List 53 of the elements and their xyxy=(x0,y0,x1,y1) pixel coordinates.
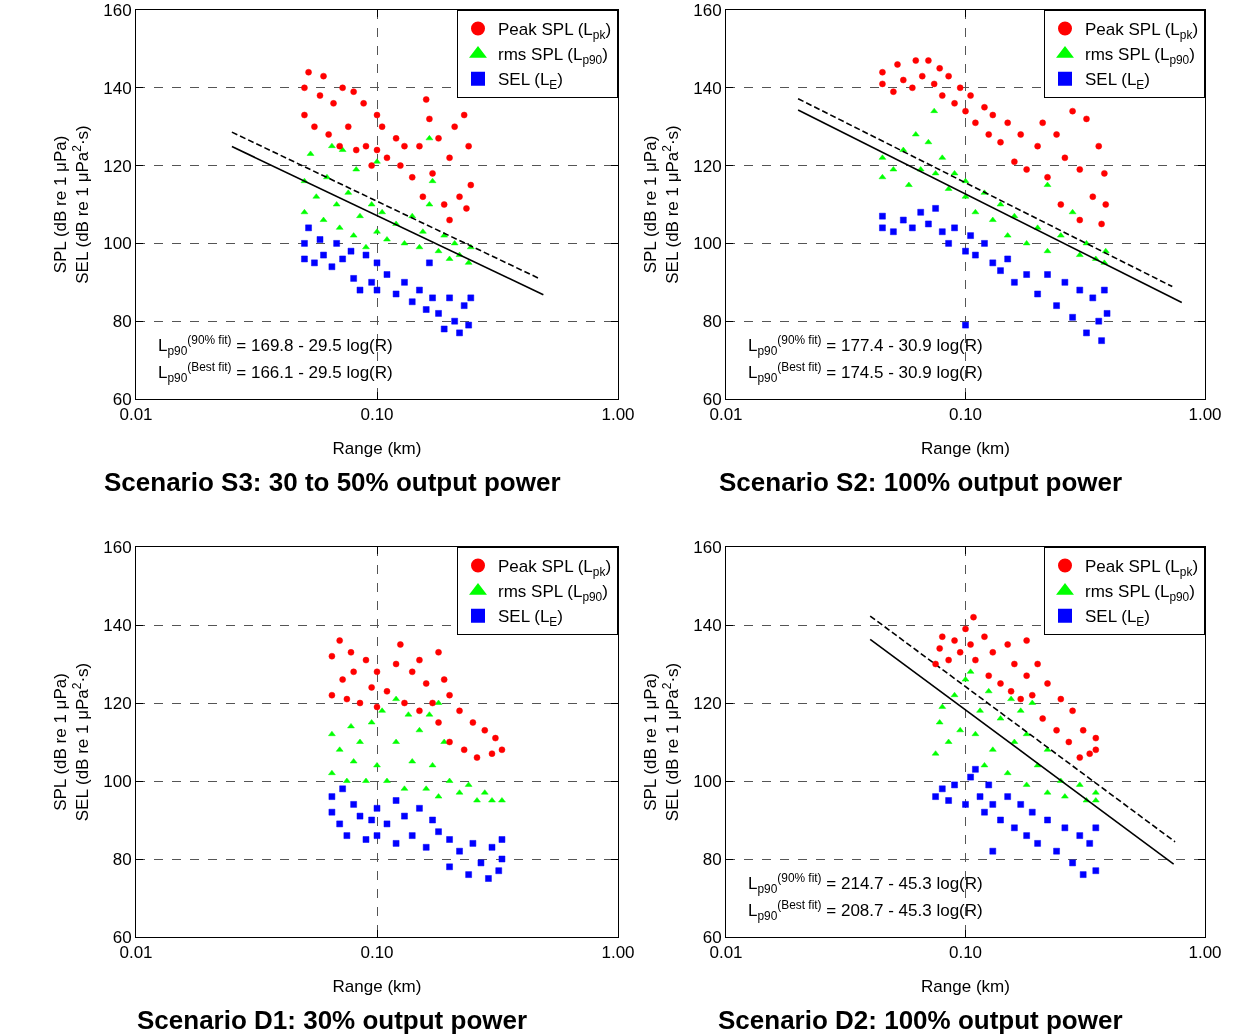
annotation: L$_{p90}$$^{(90% fit)}$ = 169.8 - 29.5 log(R) xyxy=(158,333,393,358)
x-axis-title: Range (km) xyxy=(921,438,1010,458)
x-tick-label: 1.00 xyxy=(601,943,635,963)
y-tick-label: 140 xyxy=(693,615,722,635)
x-tick-label: 1.00 xyxy=(1188,405,1222,425)
y-tick-label: 140 xyxy=(103,615,132,635)
legend-label: Peak SPL (L$_{pk}$) xyxy=(1085,557,1199,579)
legend-label: rms SPL (L$_{p90}$) xyxy=(1085,582,1195,604)
legend-label: SEL (L$_{E}$) xyxy=(498,70,563,92)
text: Scenario S3: 30 to 50% output power xyxy=(104,467,561,497)
y-tick-label: 120 xyxy=(693,156,722,176)
text: Scenario D1: 30% output power xyxy=(137,1005,528,1035)
x-axis-title: Range (km) xyxy=(921,976,1010,996)
legend-label: Peak SPL (L$_{pk}$) xyxy=(498,557,612,579)
legend-label: SEL (L$_{E}$) xyxy=(1085,70,1150,92)
y-tick-label: 100 xyxy=(103,771,132,791)
legend-label: rms SPL (L$_{p90}$) xyxy=(1085,45,1195,67)
legend-label: Peak SPL (L$_{pk}$) xyxy=(498,20,612,42)
y-tick-label: 160 xyxy=(693,0,722,20)
x-tick-label: 0.10 xyxy=(948,943,983,963)
y-tick-label: 160 xyxy=(103,0,132,20)
y-tick-label: 120 xyxy=(103,693,132,713)
annotation: L$_{p90}$$^{(Best fit)}$ = 166.1 - 29.5 log(R) xyxy=(158,360,393,385)
annotation: L$_{p90}$$^{(90% fit)}$ = 177.4 - 30.9 log(R) xyxy=(748,333,983,358)
legend-label: Peak SPL (L$_{pk}$) xyxy=(1085,20,1199,42)
legend-label: rms SPL (L$_{p90}$) xyxy=(498,582,608,604)
y-tick-label: 160 xyxy=(693,537,722,557)
x-tick-label: 0.10 xyxy=(360,405,394,425)
y-tick-label: 100 xyxy=(103,234,132,254)
x-tick-label: 1.00 xyxy=(601,405,635,425)
y-tick-label: 120 xyxy=(103,156,132,176)
y-tick-label: 120 xyxy=(693,693,722,713)
x-tick-label: 0.10 xyxy=(948,405,983,425)
x-axis-title: Range (km) xyxy=(332,976,422,996)
y-tick-label: 160 xyxy=(103,537,132,557)
text: Scenario D2: 100% output power xyxy=(718,1005,1123,1035)
y-tick-label: 80 xyxy=(702,312,722,332)
x-axis-title: Range (km) xyxy=(332,438,422,458)
annotation: L$_{p90}$$^{(Best fit)}$ = 174.5 - 30.9 log(R) xyxy=(748,360,983,385)
text: Scenario S2: 100% output power xyxy=(719,467,1123,497)
y-tick-label: 80 xyxy=(112,849,132,869)
y-tick-label: 80 xyxy=(112,312,132,332)
y-tick-label: 140 xyxy=(103,78,132,98)
y-tick-label: 100 xyxy=(693,234,722,254)
annotation: L$_{p90}$$^{(90% fit)}$ = 214.7 - 45.3 log(R) xyxy=(748,871,983,896)
legend-label: SEL (L$_{E}$) xyxy=(1085,607,1150,629)
legend-label: SEL (L$_{E}$) xyxy=(498,607,563,629)
legend-label: rms SPL (L$_{p90}$) xyxy=(498,45,608,67)
y-tick-label: 100 xyxy=(693,771,722,791)
y-tick-label: 140 xyxy=(693,78,722,98)
y-tick-label: 80 xyxy=(702,849,722,869)
x-tick-label: 1.00 xyxy=(1188,943,1222,963)
x-tick-label: 0.10 xyxy=(360,943,394,963)
